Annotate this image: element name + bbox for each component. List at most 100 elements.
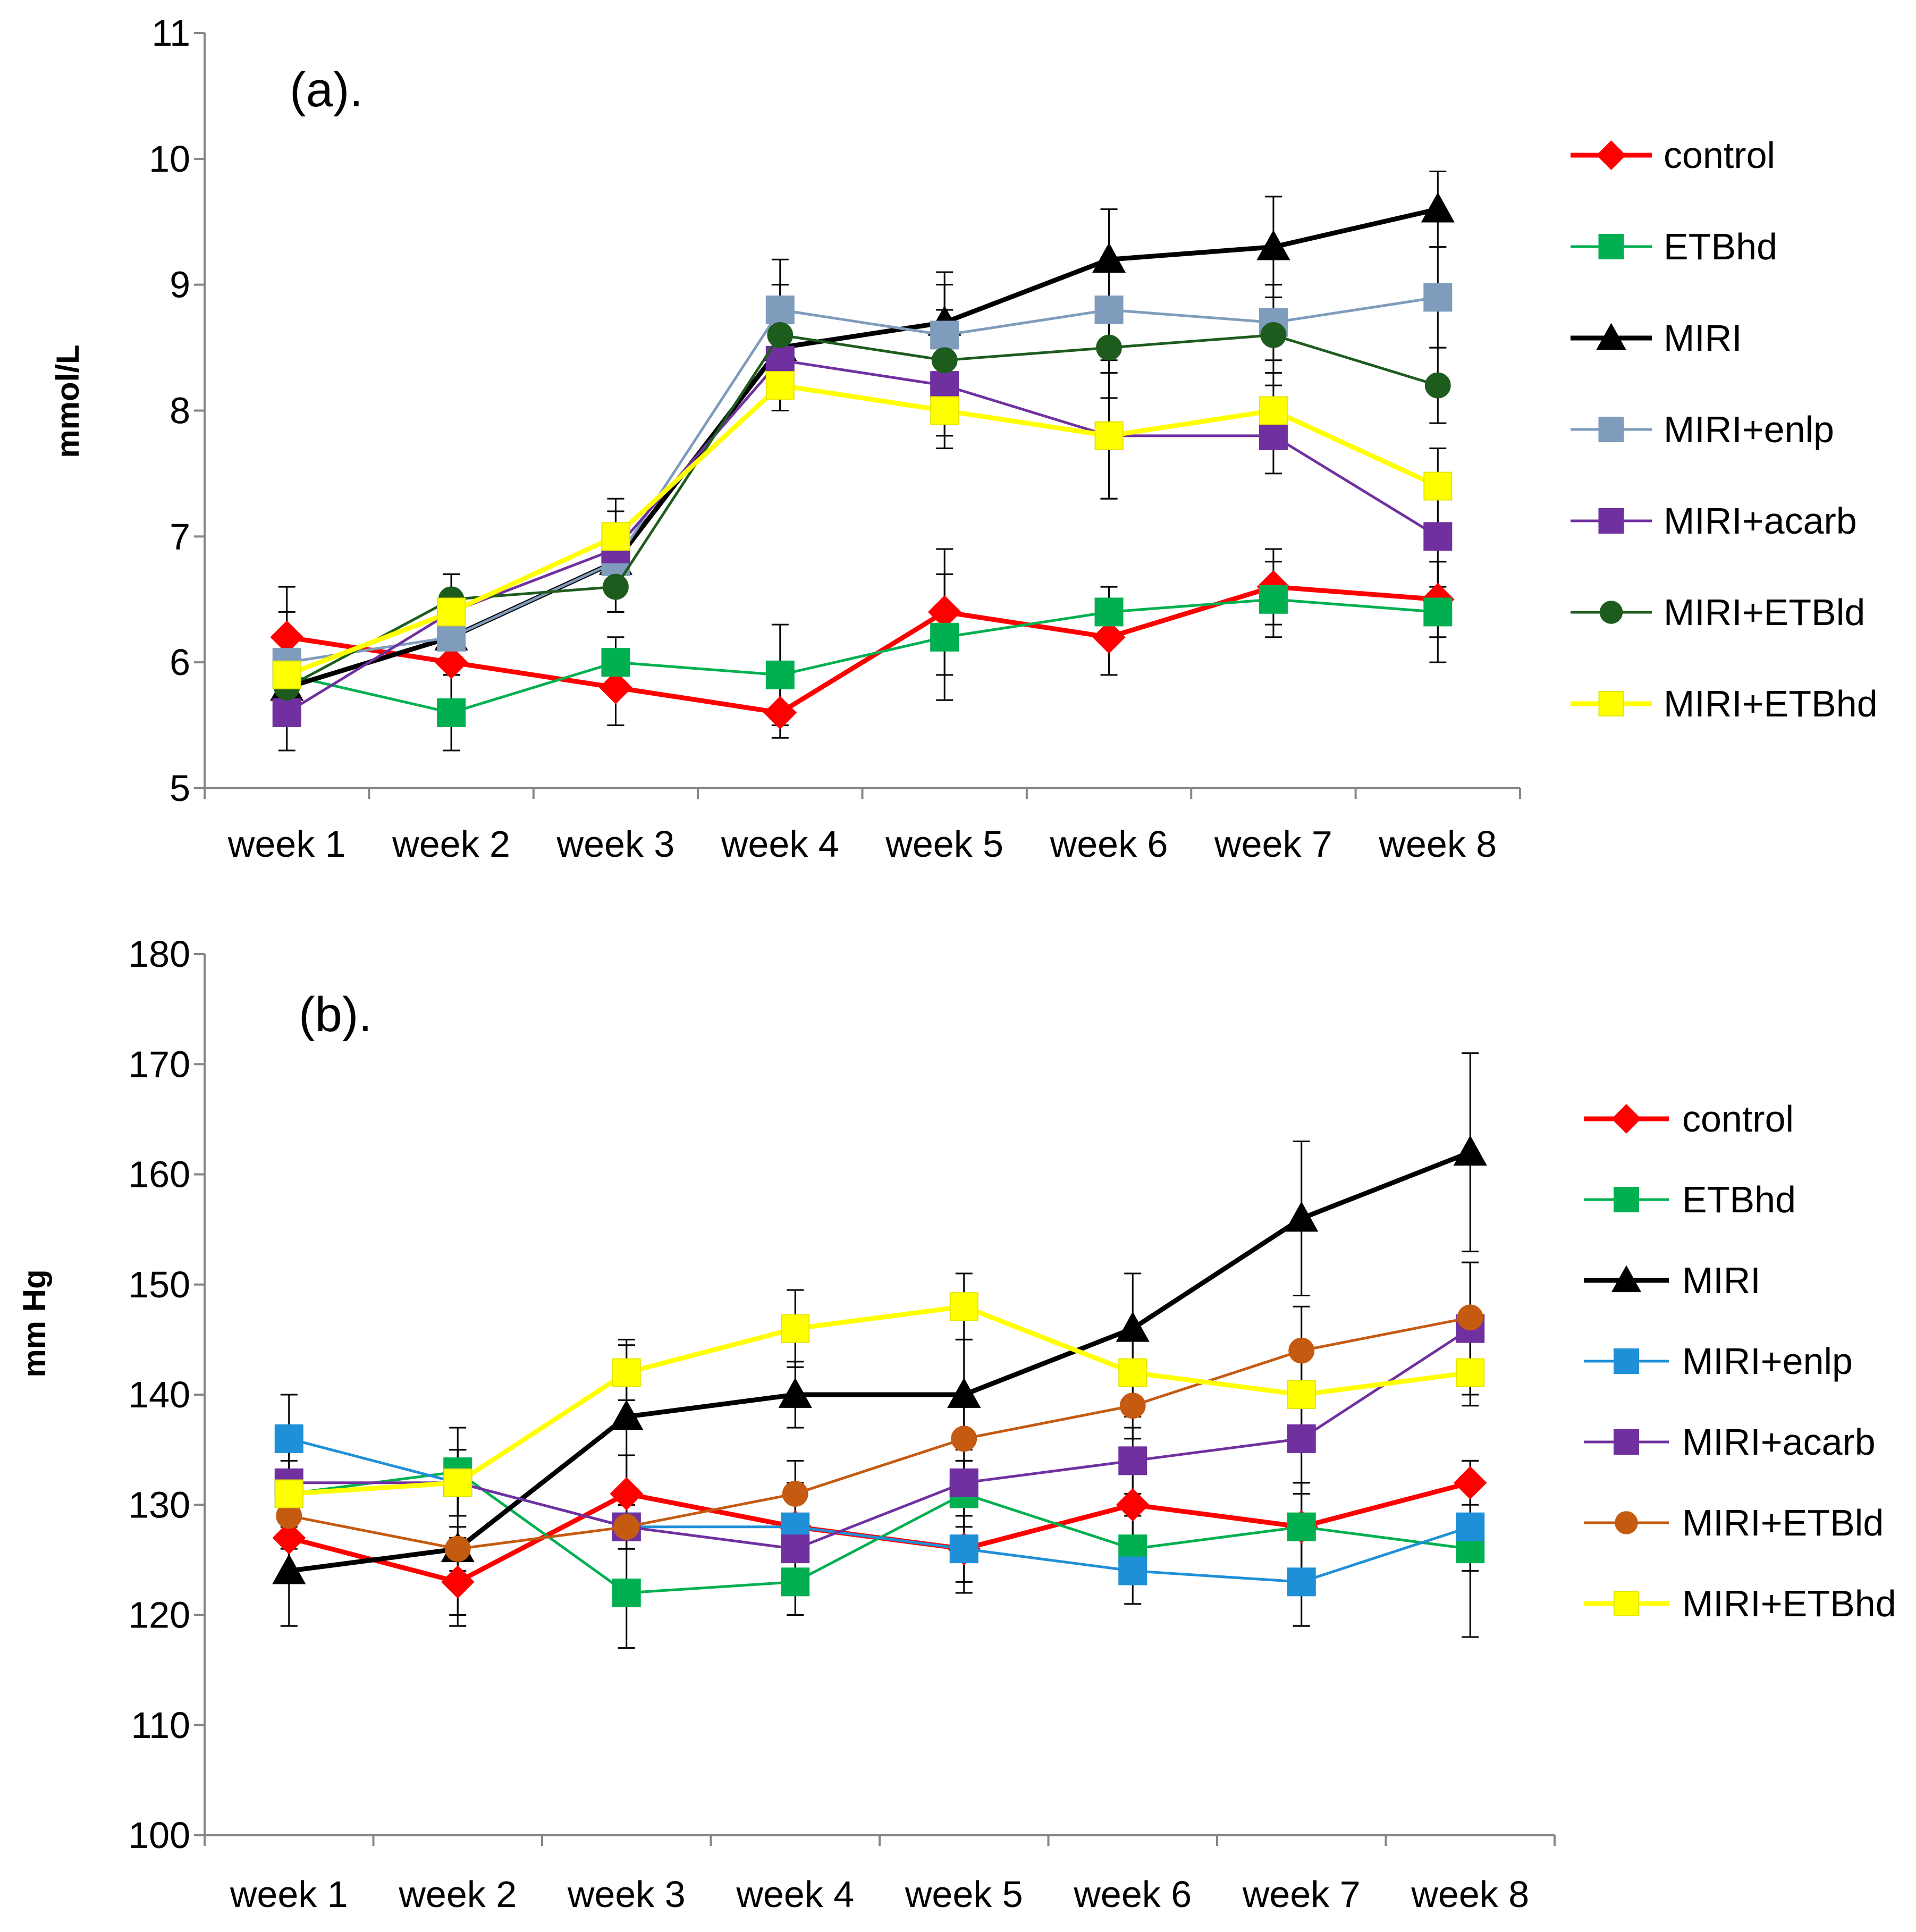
- panel-b-series-miri-line: [289, 1150, 1471, 1574]
- panel-a-legend-item-miri-etbld: MIRI+ETBld: [1571, 592, 1865, 633]
- panel-b-legend-miri-etbld-marker: [1615, 1511, 1638, 1534]
- panel-b-series-control-point: [441, 1565, 475, 1599]
- panel-b-title: (b).: [299, 988, 372, 1042]
- panel-b-series-etbhd-point: [1287, 1512, 1316, 1541]
- panel-a-legend-miri-acarb-label: MIRI+acarb: [1664, 500, 1857, 542]
- panel-b-series-miri-point: [1285, 1201, 1319, 1232]
- panel-a-legend-item-etbhd: ETBhd: [1571, 226, 1777, 267]
- panel-b-legend-item-miri-etbld: MIRI+ETBld: [1584, 1502, 1884, 1543]
- panel-b-series-miri-etbhd-point: [443, 1468, 472, 1497]
- panel-a-x-tick-label: week 2: [392, 823, 510, 865]
- panel-b-x-tick-label: week 4: [736, 1874, 854, 1915]
- panel-b-y-tick-label: 150: [128, 1264, 190, 1305]
- panel-b-legend-miri-enlp-label: MIRI+enlp: [1682, 1340, 1853, 1382]
- panel-b-series-miri-enlp-point: [1118, 1556, 1147, 1585]
- panel-a-x-tick-label: week 6: [1050, 823, 1168, 865]
- panel-a-series-miri-etbld-point: [1260, 322, 1287, 348]
- panel-b-series-miri-etbld-point: [782, 1481, 808, 1507]
- panel-b-x-tick-label: week 5: [905, 1874, 1023, 1915]
- panel-b-series-etbhd-point: [612, 1579, 641, 1608]
- panel-b-series-control-point: [610, 1477, 644, 1511]
- panel-a: (a). mmol/L 5 6 7 8 9 10 11 week 1 week 2 week 3 w…: [50, 12, 1878, 865]
- panel-a-x-tick-label: week 1: [227, 823, 346, 865]
- panel-a-legend-etbhd-label: ETBhd: [1664, 226, 1777, 267]
- panel-b-legend-control-label: control: [1682, 1098, 1794, 1140]
- panel-b-series-miri-acarb-point: [1118, 1446, 1147, 1475]
- panel-b-legend-miri-label: MIRI: [1682, 1260, 1761, 1301]
- panel-a-legend-item-miri-acarb: MIRI+acarb: [1571, 500, 1857, 542]
- panel-a-x-tick-label: week 3: [556, 823, 675, 865]
- panel-a-series-miri-etbhd-point: [1259, 396, 1288, 425]
- panel-a-y-tick-label: 11: [151, 12, 190, 54]
- panel-a-series-miri-etbld-point: [1424, 372, 1451, 399]
- panel-a-legend-etbhd-marker: [1598, 234, 1624, 259]
- panel-a-legend-miri-etbhd-marker: [1598, 691, 1624, 716]
- panel-a-series-miri-etbhd-line: [286, 383, 1439, 678]
- panel-a-series-etbhd-point: [601, 648, 630, 677]
- panel-a-series-etbhd-point: [1259, 585, 1288, 614]
- panel-b-series-miri-etbld-point: [1119, 1393, 1146, 1419]
- panel-a-series-etbhd-point: [930, 622, 959, 652]
- panel-b-legend-miri-acarb-marker: [1614, 1429, 1639, 1455]
- panel-a-y-tick-label: 8: [170, 390, 190, 432]
- panel-a-legend-item-miri-enlp: MIRI+enlp: [1571, 409, 1834, 450]
- panel-b-legend-miri-etbhd-marker: [1614, 1591, 1639, 1616]
- panel-a-legend-miri-enlp-marker: [1598, 417, 1624, 442]
- panel-a-legend-miri-marker: [1596, 323, 1626, 350]
- panel-a-series-miri-point: [1421, 192, 1455, 223]
- panel-a-series-miri-etbld-point: [767, 322, 794, 348]
- panel-a-x-tick-label: week 8: [1378, 823, 1497, 865]
- panel-a-legend-item-control: control: [1571, 134, 1775, 176]
- panel-b-series-miri-etbhd-point: [949, 1292, 978, 1321]
- panel-a-series-miri-point: [1256, 230, 1290, 260]
- panel-a-x-tick-label: week 7: [1214, 823, 1332, 865]
- panel-b-y-tick-label: 180: [128, 933, 190, 975]
- panel-b-series-miri-etbld-point: [1288, 1337, 1315, 1364]
- panel-b-x-tick-label: week 6: [1073, 1874, 1192, 1915]
- panel-b-legend-miri-marker: [1611, 1265, 1642, 1293]
- panel-a-legend-miri-enlp-label: MIRI+enlp: [1664, 409, 1834, 450]
- panel-a-series-miri-acarb-point: [930, 371, 959, 400]
- panel-b-series-miri-enlp-point: [949, 1534, 978, 1564]
- panel-b-x-tick-label: week 1: [230, 1874, 348, 1915]
- panel-b-series-miri-acarb-line: [289, 1327, 1471, 1550]
- panel-a-legend-miri-etbhd-label: MIRI+ETBhd: [1664, 683, 1878, 724]
- panel-a-y-tick-label: 7: [170, 516, 190, 557]
- panel-b-series-miri-etbhd-point: [612, 1358, 641, 1387]
- panel-b-legend-etbhd-marker: [1614, 1187, 1639, 1212]
- panel-b-legend-item-miri-etbhd: MIRI+ETBhd: [1584, 1583, 1896, 1624]
- panel-b-series-miri-etbhd-point: [274, 1479, 303, 1508]
- panel-a-series-miri-enlp-line: [286, 296, 1438, 664]
- panel-a-series-miri-etbhd-point: [765, 371, 795, 400]
- panel-a-series-control-point: [1092, 620, 1126, 654]
- panel-b-y-tick-label: 140: [128, 1374, 190, 1415]
- panel-b-legend-item-miri: MIRI: [1584, 1260, 1761, 1301]
- panel-b-x-tick-label: week 8: [1411, 1874, 1529, 1915]
- panel-b-legend-miri-acarb-label: MIRI+acarb: [1682, 1421, 1876, 1463]
- panel-a-series-miri-etbld-point: [931, 347, 958, 374]
- panel-b-series-miri-enlp-point: [1287, 1567, 1316, 1597]
- panel-a-series-miri-etbhd-point: [1423, 471, 1453, 501]
- panel-a-series-miri-etbld-point: [603, 573, 629, 600]
- panel-a-legend-control-marker: [1596, 140, 1626, 170]
- panel-b-y-tick-label: 100: [128, 1815, 190, 1856]
- panel-b-y-tick-label: 130: [128, 1484, 190, 1525]
- panel-a-y-tick-label: 6: [170, 642, 190, 683]
- panel-b-legend-miri-enlp-marker: [1614, 1348, 1639, 1374]
- panel-a-series-control-point: [599, 671, 632, 704]
- panel-b-series-miri-etbld-point: [444, 1536, 471, 1562]
- panel-b-y-tick-label: 120: [128, 1594, 190, 1636]
- panel-b-series-miri-etbld-line: [289, 1316, 1471, 1550]
- panel-a-y-tick-label: 10: [149, 138, 190, 180]
- panel-a-series-miri-etbhd-point: [601, 522, 630, 551]
- panel-b-series-miri-point: [1116, 1311, 1150, 1342]
- panel-b-series-miri-etbld-point: [1457, 1304, 1483, 1331]
- panel-a-series-miri-etbhd-point: [272, 660, 301, 689]
- panel-a-series-miri-enlp-point: [1423, 283, 1453, 312]
- panel-b-series-control-point: [1116, 1488, 1150, 1522]
- panel-b-series-miri-point: [610, 1399, 644, 1430]
- panel-a-legend-miri-label: MIRI: [1664, 317, 1742, 359]
- panel-b-series-miri-etbhd-point: [1287, 1380, 1316, 1409]
- panel-b-y-tick-label: 110: [131, 1705, 190, 1746]
